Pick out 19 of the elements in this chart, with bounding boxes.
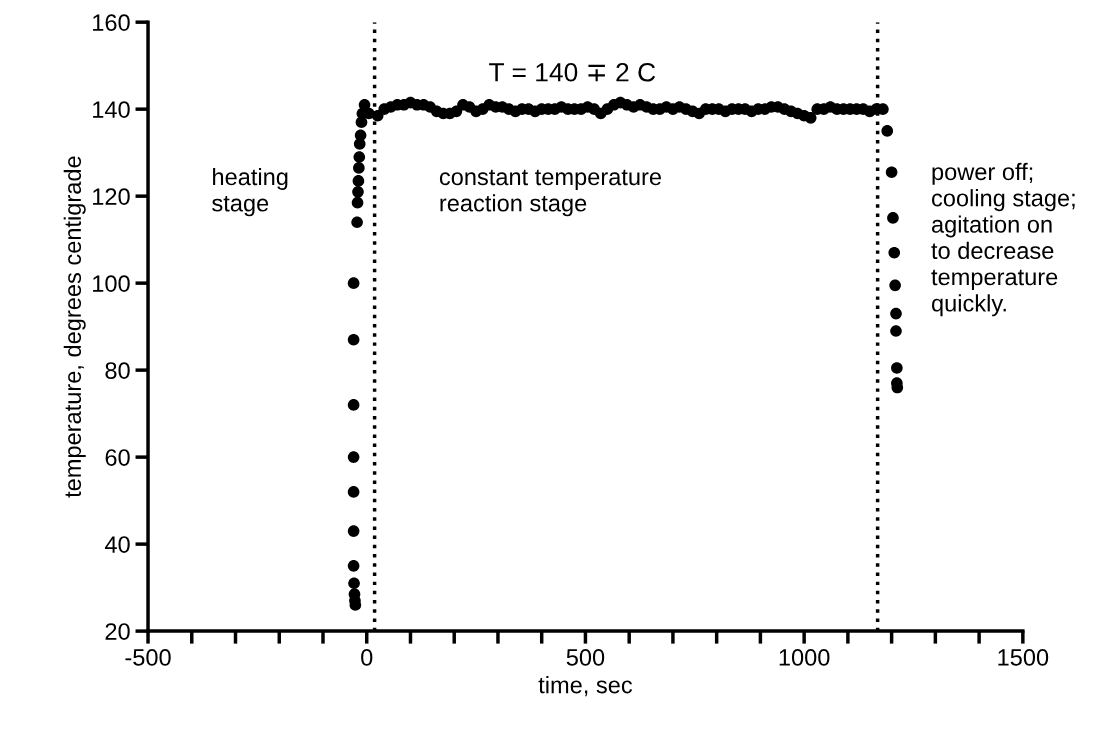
y-tick-label: 140 [93,101,130,118]
annotation: power off; cooling stage; agitation on to decrease temperature quickly. [931,162,1075,317]
y-tick-label: 60 [105,449,130,466]
x-tick-label: -500 [125,649,171,666]
annotation: T = 140 ∓ 2 C [489,62,656,82]
x-tick-label: 1000 [779,649,830,666]
y-tick-label: 120 [93,188,130,205]
y-tick-label: 160 [93,14,130,31]
annotation: heating stage [212,167,288,217]
y-tick-label: 100 [93,275,130,292]
y-tick-label: 80 [105,362,130,379]
x-tick-label: 500 [566,649,605,666]
y-tick-label: 40 [104,536,130,553]
x-tick-label: 1500 [998,649,1049,666]
annotation: constant temperature reaction stage [439,169,661,217]
x-axis-title: time, sec [538,676,633,697]
y-axis-title: temperature, degrees centigrade [63,156,86,498]
y-tick-label: 20 [105,623,130,640]
x-tick-label: 0 [361,649,373,666]
